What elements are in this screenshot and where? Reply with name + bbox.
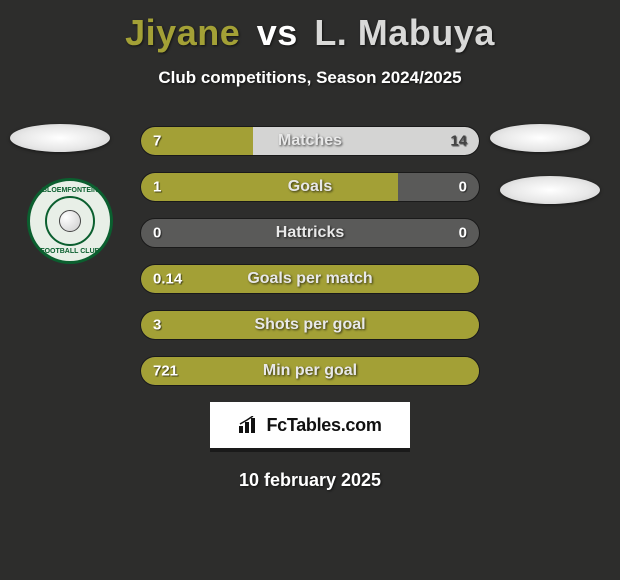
club-badge-inner	[45, 196, 95, 246]
stat-value-p2: 14	[450, 133, 467, 150]
stat-value-p1: 3	[153, 317, 161, 334]
player2-name: L. Mabuya	[314, 12, 495, 53]
stat-label: Hattricks	[276, 224, 344, 242]
brand-badge[interactable]: FcTables.com	[210, 402, 410, 452]
stat-bar-p1-fill	[141, 173, 398, 201]
player1-badge-ellipse	[10, 124, 110, 152]
chart-icon	[238, 416, 260, 434]
brand-text: FcTables.com	[266, 415, 381, 436]
stat-label: Min per goal	[263, 362, 357, 380]
stat-value-p1: 0	[153, 225, 161, 242]
stat-value-p2: 0	[459, 225, 467, 242]
date-text: 10 february 2025	[0, 470, 620, 491]
stat-bar: 7 14 Matches	[140, 126, 480, 156]
stat-bar: 721 Min per goal	[140, 356, 480, 386]
stat-bar: 3 Shots per goal	[140, 310, 480, 340]
stat-label: Goals	[288, 178, 332, 196]
stat-value-p1: 0.14	[153, 271, 182, 288]
player2-badge-ellipse-top	[490, 124, 590, 152]
stat-label: Matches	[278, 132, 342, 150]
stat-bar: 0.14 Goals per match	[140, 264, 480, 294]
player1-name: Jiyane	[125, 12, 240, 53]
vs-text: vs	[257, 12, 298, 53]
stat-value-p1: 7	[153, 133, 161, 150]
stat-value-p1: 721	[153, 363, 178, 380]
club-badge-text-top: BLOEMFONTEIN	[30, 187, 110, 194]
stat-bar: 1 0 Goals	[140, 172, 480, 202]
stat-label: Shots per goal	[254, 316, 365, 334]
stat-bar: 0 0 Hattricks	[140, 218, 480, 248]
football-icon	[59, 210, 81, 232]
page-title: Jiyane vs L. Mabuya	[0, 0, 620, 54]
club-badge-text-bottom: FOOTBALL CLUB	[30, 248, 110, 255]
stat-value-p1: 1	[153, 179, 161, 196]
player2-badge-ellipse-bottom	[500, 176, 600, 204]
stat-value-p2: 0	[459, 179, 467, 196]
club-badge: BLOEMFONTEIN FOOTBALL CLUB	[27, 178, 113, 264]
subtitle: Club competitions, Season 2024/2025	[0, 68, 620, 88]
stat-label: Goals per match	[247, 270, 372, 288]
